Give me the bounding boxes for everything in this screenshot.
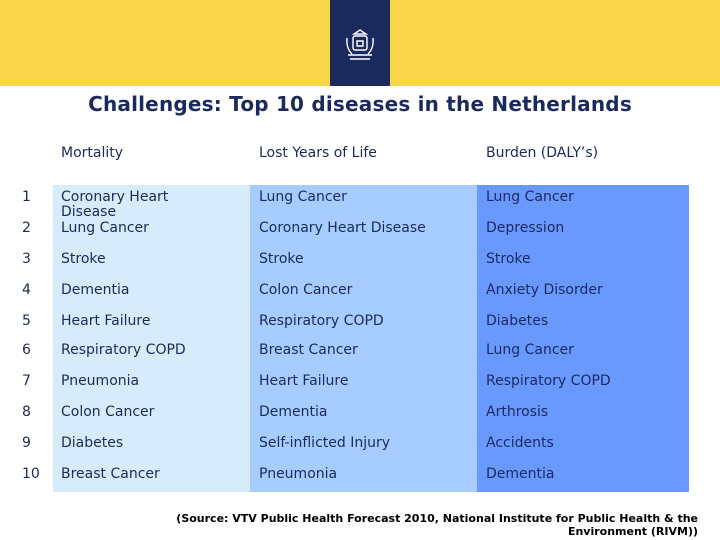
- lost-years-cell-2: Coronary Heart Disease: [259, 220, 426, 236]
- lost-years-cell-7: Heart Failure: [259, 373, 349, 389]
- burden-cell-8: Arthrosis: [486, 404, 549, 420]
- page-title: Challenges: Top 10 diseases in the Nethe…: [88, 92, 632, 116]
- rank-5: 5: [22, 313, 31, 329]
- lost-years-cell-1: Lung Cancer: [259, 189, 347, 205]
- header-lost-years: Lost Years of Life: [259, 145, 377, 161]
- rank-9: 9: [22, 435, 31, 451]
- mortality-column-background: [53, 185, 250, 492]
- burden-cell-10: Dementia: [486, 466, 555, 482]
- burden-cell-4: Anxiety Disorder: [486, 282, 603, 298]
- source-note: (Source: VTV Public Health Forecast 2010…: [110, 512, 698, 538]
- rank-10: 10: [22, 466, 40, 482]
- lost-years-cell-8: Dementia: [259, 404, 328, 420]
- mortality-cell-6: Respiratory COPD: [61, 342, 186, 358]
- rank-8: 8: [22, 404, 31, 420]
- coat-of-arms-icon: [346, 29, 374, 60]
- burden-cell-9: Accidents: [486, 435, 554, 451]
- burden-cell-7: Respiratory COPD: [486, 373, 611, 389]
- mortality-cell-4: Dementia: [61, 282, 130, 298]
- lost-years-cell-5: Respiratory COPD: [259, 313, 384, 329]
- rank-2: 2: [22, 220, 31, 236]
- mortality-cell-10: Breast Cancer: [61, 466, 160, 482]
- lost-years-column-background: [250, 185, 477, 492]
- mortality-cell-5: Heart Failure: [61, 313, 151, 329]
- header-burden: Burden (DALY’s): [486, 145, 599, 161]
- emblem-block: [330, 0, 390, 86]
- mortality-cell-2: Lung Cancer: [61, 220, 149, 236]
- lost-years-cell-10: Pneumonia: [259, 466, 338, 482]
- rank-3: 3: [22, 251, 31, 267]
- mortality-cell-1: Coronary Heart Disease: [61, 189, 169, 220]
- mortality-cell-9: Diabetes: [61, 435, 124, 451]
- lost-years-cell-3: Stroke: [259, 251, 304, 267]
- mortality-cell-8: Colon Cancer: [61, 404, 155, 420]
- mortality-cell-7: Pneumonia: [61, 373, 140, 389]
- lost-years-cell-9: Self-inflicted Injury: [259, 435, 391, 451]
- mortality-cell-3: Stroke: [61, 251, 106, 267]
- burden-cell-3: Stroke: [486, 251, 531, 267]
- lost-years-cell-6: Breast Cancer: [259, 342, 358, 358]
- burden-column-background: [477, 185, 689, 492]
- rank-7: 7: [22, 373, 31, 389]
- source-line-1: (Source: VTV Public Health Forecast 2010…: [176, 512, 698, 525]
- burden-cell-5: Diabetes: [486, 313, 549, 329]
- burden-cell-6: Lung Cancer: [486, 342, 574, 358]
- header-mortality: Mortality: [61, 145, 124, 161]
- rank-4: 4: [22, 282, 31, 298]
- rank-6: 6: [22, 342, 31, 358]
- lost-years-cell-4: Colon Cancer: [259, 282, 353, 298]
- rank-1: 1: [22, 189, 31, 205]
- burden-cell-1: Lung Cancer: [486, 189, 574, 205]
- burden-cell-2: Depression: [486, 220, 565, 236]
- source-line-2: Environment (RIVM)): [567, 525, 698, 538]
